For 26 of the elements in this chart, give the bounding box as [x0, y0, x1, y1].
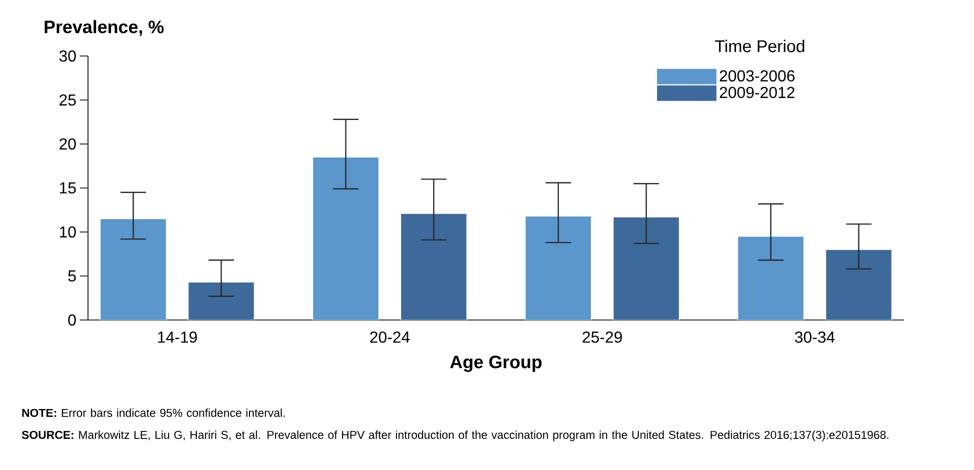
- y-tick-label: 10: [60, 226, 76, 238]
- x-tick-label: 20-24: [370, 332, 410, 343]
- bar: [188, 282, 254, 320]
- legend-label: 2009-2012: [720, 86, 794, 98]
- y-tick-label: 30: [59, 50, 76, 62]
- x-axis-title: Age Group: [450, 356, 542, 372]
- bar: [613, 216, 680, 320]
- bar: [738, 236, 804, 320]
- legend-label: 2003-2006: [720, 70, 795, 82]
- bar: [312, 156, 380, 320]
- y-tick-label: 5: [68, 270, 76, 282]
- bar: [826, 249, 892, 320]
- bar: [400, 213, 467, 320]
- y-tick-label: 15: [60, 182, 76, 194]
- legend-title: Time Period: [715, 40, 804, 52]
- y-tick-label: 0: [68, 314, 76, 326]
- text: NOTE: Error bars indicate 95% confidence interval.: [22, 408, 285, 417]
- bar: [100, 218, 167, 320]
- bar: [525, 216, 592, 320]
- y-axis-title: Prevalence, %: [44, 20, 164, 36]
- x-tick-label: 14-19: [158, 332, 197, 343]
- x-tick-label: 25-29: [582, 332, 622, 343]
- y-tick-label: 20: [60, 138, 76, 150]
- text: SOURCE: Markowitz LE, Liu G, Hariri S, et al. Prevalence of HPV after introduction of the vaccination program in the United States. Pediatrics 2016;137(3):e20151968.: [22, 430, 888, 442]
- x-tick-label: 30-34: [794, 332, 835, 343]
- y-tick-label: 25: [60, 94, 76, 106]
